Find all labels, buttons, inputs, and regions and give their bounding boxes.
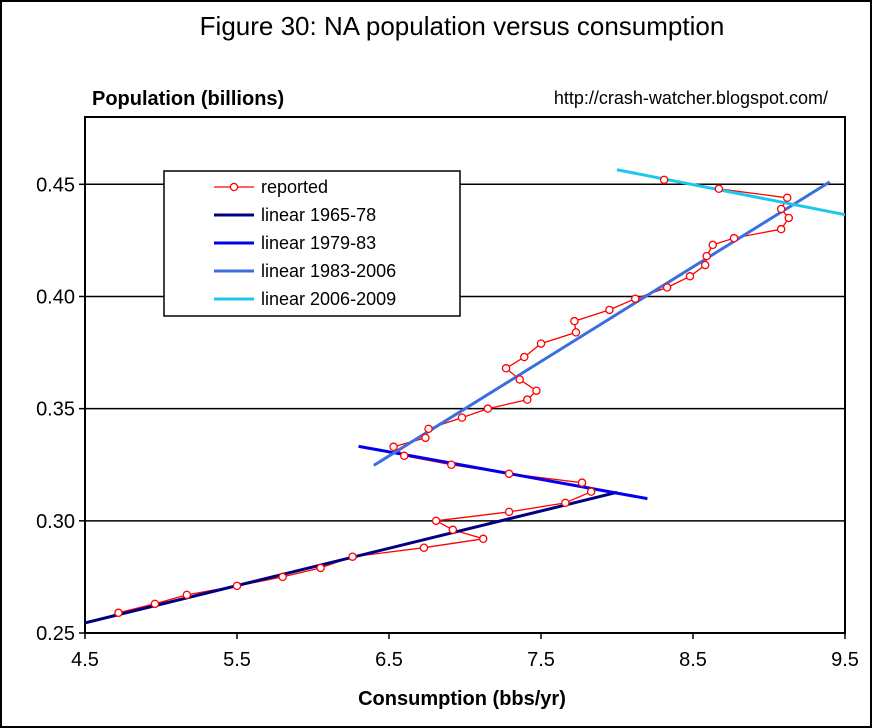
reported-point: [605, 305, 614, 315]
reported-point: [348, 552, 357, 561]
reported-point: [784, 213, 794, 223]
x-tick-label: 9.5: [831, 649, 859, 671]
reported-point: [182, 590, 192, 600]
source-url: http://crash-watcher.blogspot.com/: [554, 88, 828, 108]
reported-point: [424, 424, 433, 434]
reported-point: [114, 608, 123, 618]
reported-point: [708, 240, 718, 250]
reported-point: [685, 272, 695, 281]
reported-point: [457, 413, 467, 422]
reported-point: [630, 294, 640, 303]
reported-point: [431, 516, 441, 526]
legend-label: linear 1983-2006: [261, 261, 396, 281]
reported-point: [399, 451, 409, 461]
x-tick-label: 5.5: [223, 649, 251, 671]
reported-point: [447, 460, 456, 469]
reported-point: [520, 352, 529, 362]
reported-point: [232, 581, 242, 591]
reported-point: [523, 395, 532, 404]
y-tick-label: 0.40: [36, 286, 75, 308]
y-tick-label: 0.35: [36, 399, 75, 421]
reported-point: [561, 498, 570, 508]
reported-point: [419, 543, 429, 552]
series-layer: [85, 168, 845, 625]
plot-border: [84, 116, 846, 634]
x-tick-label: 8.5: [679, 649, 707, 671]
y-tick-label: 0.45: [36, 174, 75, 196]
reported-point: [532, 386, 541, 395]
reported-point: [700, 260, 710, 270]
x-tick-label: 6.5: [375, 649, 403, 671]
chart-title: Figure 30: NA population versus consumpt…: [200, 11, 725, 41]
reported-point: [389, 442, 398, 452]
reported-point: [570, 316, 579, 326]
legend: reported linear 1965-78 linear 1979-83 line…: [163, 170, 461, 317]
reported-point: [776, 204, 786, 214]
x-axis-title: Consumption (bbs/yr): [358, 688, 566, 710]
reported-point: [483, 404, 493, 413]
reported-point: [504, 507, 514, 517]
reported-point: [316, 563, 325, 573]
reported-point: [571, 328, 581, 337]
reported-point: [776, 224, 786, 234]
y-tick-label: 0.25: [36, 623, 75, 645]
reported-point: [448, 525, 458, 535]
reported-point: [504, 469, 514, 478]
fit-line-4: [616, 168, 845, 217]
legend-label: linear 2006-2009: [261, 289, 396, 309]
y-tick-label: 0.30: [36, 511, 75, 533]
reported-point: [586, 487, 596, 496]
reported-point: [501, 364, 511, 373]
legend-marker-reported: [229, 182, 239, 192]
fit-line-3: [373, 180, 831, 467]
reported-point: [782, 193, 792, 203]
x-tick-label: 4.5: [71, 649, 99, 671]
legend-label: linear 1965-78: [261, 205, 376, 225]
reported-point: [662, 283, 672, 292]
legend-label: reported: [261, 177, 328, 197]
reported-point: [421, 433, 430, 443]
legend-box: [163, 170, 461, 317]
reported-point: [577, 478, 587, 487]
legend-label: linear 1979-83: [261, 233, 376, 253]
reported-point: [659, 175, 669, 185]
reported-point: [729, 233, 739, 243]
reported-point: [515, 375, 524, 384]
reported-point: [150, 599, 160, 609]
x-tick-label: 7.5: [527, 649, 555, 671]
axis-ticks: 0.25 0.30 0.35 0.40 0.45 4.5 5.5 6.5 7.5 8.5 9.5: [36, 174, 859, 671]
reported-point: [714, 184, 724, 194]
reported-point: [702, 251, 711, 261]
reported-point: [278, 572, 287, 582]
reported-point: [536, 339, 546, 348]
y-axis-title: Population (billions): [92, 88, 284, 110]
reported-point: [478, 534, 488, 544]
